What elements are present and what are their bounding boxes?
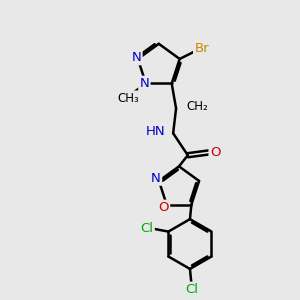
Text: Cl: Cl (140, 222, 154, 235)
Text: CH₃: CH₃ (117, 92, 139, 105)
Text: CH₂: CH₂ (186, 100, 208, 113)
Text: HN: HN (145, 125, 165, 138)
Text: N: N (132, 51, 141, 64)
Text: N: N (151, 172, 161, 184)
Text: N: N (140, 77, 149, 90)
Text: Cl: Cl (185, 283, 198, 296)
Text: Br: Br (194, 42, 209, 55)
Text: O: O (158, 201, 169, 214)
Text: O: O (210, 146, 220, 159)
